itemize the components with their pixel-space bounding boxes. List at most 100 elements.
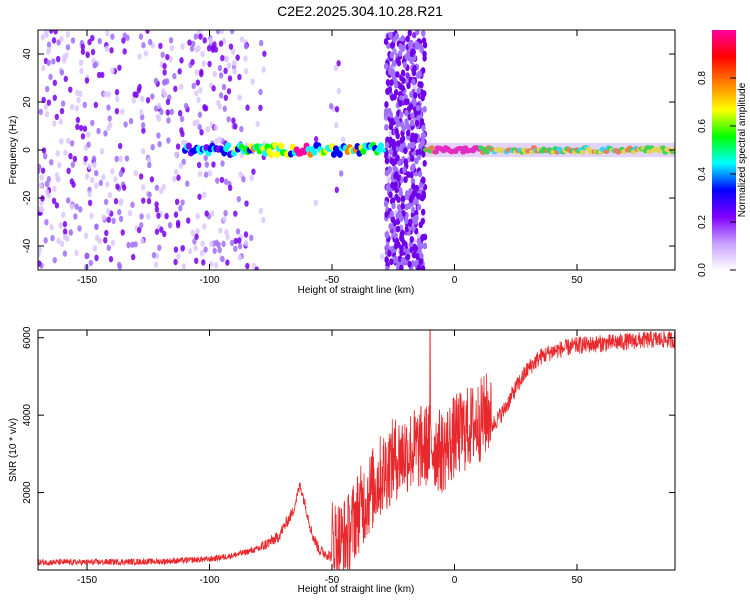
- spectrogram-interference-cell: [399, 121, 405, 129]
- spectrogram-noise-cell: [241, 176, 246, 183]
- spectrogram-interference-cell: [385, 265, 390, 270]
- spectrogram-noise-cell: [101, 174, 106, 181]
- spectrogram-interference-cell: [422, 160, 427, 167]
- spectrogram-noise-cell: [58, 222, 63, 229]
- spectrogram-noise-cell: [334, 121, 339, 129]
- spectrogram-noise-cell: [165, 98, 171, 106]
- spectrogram-noise-cell: [339, 170, 344, 177]
- spectrogram-interference-cell: [384, 157, 390, 165]
- spectrogram-interference-cell: [383, 200, 389, 208]
- spectrogram-noise-cell: [178, 162, 184, 169]
- spectrogram-noise-cell: [130, 201, 135, 208]
- spectrogram-noise-cell: [118, 155, 123, 163]
- spectrogram-interference-cell: [400, 256, 406, 264]
- spectrogram-noise-cell: [120, 229, 125, 236]
- spectrogram-noise-cell: [220, 255, 225, 263]
- spectrogram-carrier-cell: [379, 147, 386, 153]
- spectrogram-noise-cell: [58, 118, 63, 125]
- spectrogram-noise-cell: [117, 208, 122, 216]
- spectrogram-noise-cell: [114, 107, 120, 115]
- spectrogram-noise-cell: [180, 199, 185, 206]
- spectrogram-noise-cell: [65, 44, 71, 51]
- spectrogram-noise-cell: [147, 156, 152, 164]
- spectrogram-interference-cell: [416, 153, 422, 161]
- spectrogram-noise-cell: [84, 263, 89, 270]
- spectrogram-noise-cell: [57, 161, 62, 169]
- spectrogram-interference-cell: [415, 41, 420, 49]
- spectrogram-noise-cell: [44, 188, 50, 196]
- spectrogram-noise-cell: [206, 45, 212, 52]
- spectrogram-noise-cell: [189, 45, 195, 52]
- spectrogram-noise-cell: [196, 45, 201, 52]
- spectrogram-interference-cell: [390, 197, 396, 205]
- spectrogram-noise-cell: [192, 238, 197, 245]
- spectrogram-noise-cell: [41, 147, 47, 154]
- spectrogram-noise-cell: [106, 91, 112, 98]
- spectrogram-noise-cell: [209, 210, 215, 217]
- spectrogram-noise-cell: [179, 57, 184, 64]
- spectrogram-noise-cell: [106, 244, 111, 252]
- spectrogram-noise-cell: [172, 175, 177, 183]
- spectrogram-noise-cell: [195, 119, 200, 126]
- spectrogram-interference-cell: [417, 170, 423, 178]
- spectrogram-interference-cell: [397, 50, 403, 57]
- spectrogram-panel: -150 -100 -50 0 50 -40 -20 0 20 40 Height of stra…: [8, 29, 676, 296]
- spectrogram-noise-cell: [219, 176, 225, 184]
- spectrogram-noise-cell: [217, 246, 222, 254]
- spectrogram-noise-cell: [62, 250, 68, 257]
- spectrogram-interference-cell: [403, 176, 408, 184]
- spectrogram-noise-cell: [258, 88, 263, 96]
- spectrogram-noise-cell: [111, 217, 116, 225]
- spectrogram-noise-cell: [229, 239, 235, 247]
- spectrogram-noise-cell: [44, 31, 49, 39]
- spectrogram-interference-cell: [417, 70, 422, 78]
- spectrogram-noise-cell: [94, 234, 100, 242]
- spectrogram-noise-cell: [105, 181, 110, 188]
- spectrogram-noise-cell: [197, 30, 202, 34]
- snr-xtick-label: -50: [325, 575, 340, 586]
- spectrogram-noise-cell: [123, 121, 128, 128]
- spectrogram-noise-cell: [55, 150, 60, 157]
- spectrogram-interference-cell: [407, 41, 413, 49]
- spectrogram-interference-cell: [384, 231, 390, 239]
- spectrogram-noise-cell: [51, 37, 57, 44]
- spectrogram-noise-cell: [186, 217, 191, 224]
- spectrogram-noise-cell: [154, 228, 160, 235]
- spectrogram-carrier-cell: [432, 149, 439, 155]
- spectrogram-noise-cell: [139, 113, 145, 121]
- spectrogram-interference-cell: [384, 256, 389, 263]
- spectrogram-interference-cell: [421, 124, 426, 132]
- spectrogram-noise-cell: [159, 226, 164, 233]
- colorbar: 0.0 0.2 0.4 0.6 0.8 Normalized spectral ampl…: [697, 30, 748, 277]
- spectrogram-interference-cell: [418, 181, 424, 189]
- spectrogram-noise-cell: [59, 35, 64, 43]
- snr-ytick-label: 4000: [22, 404, 33, 427]
- snr-xtick-label: 50: [571, 575, 583, 586]
- spectrogram-noise-cell: [106, 208, 111, 215]
- spectrogram-interference-cell: [411, 141, 416, 149]
- spectrogram-noise-cell: [412, 31, 417, 39]
- spectrogram-noise-cell: [90, 176, 95, 184]
- spectrogram-noise-cell: [137, 83, 142, 91]
- spectrogram-noise-cell: [122, 48, 127, 55]
- spectrogram-interference-cell: [383, 38, 389, 45]
- spectrogram-noise-cell: [68, 86, 73, 93]
- spectrogram-noise-cell: [133, 241, 138, 248]
- spectrogram-noise-cell: [262, 50, 267, 57]
- spectrogram-noise-cell: [118, 170, 124, 178]
- spectrogram-interference-cell: [420, 132, 426, 140]
- spectrogram-noise-cell: [162, 62, 167, 70]
- spectrogram-noise-cell: [44, 111, 50, 118]
- spectrogram-noise-cell: [59, 69, 65, 76]
- spectrogram-noise-cell: [232, 68, 237, 75]
- spectrogram-noise-cell: [162, 230, 167, 238]
- spectrogram-noise-cell: [140, 122, 146, 129]
- spectrogram-noise-cell: [84, 77, 90, 84]
- spectrogram-noise-cell: [221, 83, 227, 91]
- spectrogram-interference-cell: [414, 119, 420, 127]
- spectrogram-interference-cell: [388, 223, 393, 230]
- spectrogram-noise-cell: [212, 70, 217, 78]
- spectrogram-noise-cell: [201, 259, 206, 266]
- spectrogram-noise-cell: [220, 54, 225, 62]
- spectrogram-noise-cell: [233, 123, 238, 130]
